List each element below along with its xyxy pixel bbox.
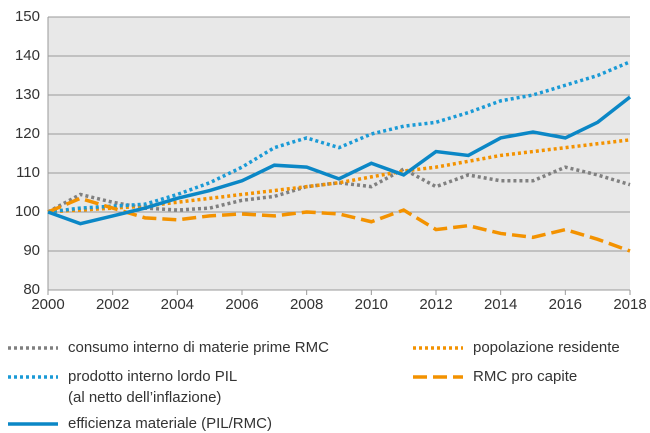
legend-label: prodotto interno lordo PIL (al netto dell… (68, 368, 237, 406)
y-tick-label: 130 (15, 86, 40, 103)
x-tick-label: 2018 (613, 296, 646, 313)
series-line (47, 196, 631, 253)
plot-area (48, 17, 630, 290)
y-tick-label: 110 (16, 164, 40, 181)
y-tick-label: 140 (15, 47, 40, 64)
x-tick-label: 2016 (549, 296, 582, 313)
legend-label-line: prodotto interno lordo PIL (68, 368, 237, 385)
series-line (47, 138, 631, 214)
y-tick-label: 100 (15, 203, 40, 220)
y-tick-label: 80 (23, 281, 40, 298)
y-tick-label: 90 (23, 242, 40, 259)
x-tick-label: 2002 (96, 296, 129, 313)
legend-label-line: (al netto dell’inflazione) (68, 389, 221, 406)
legend-label: efficienza materiale (PIL/RMC) (68, 415, 272, 432)
y-tick-label: 150 (15, 8, 40, 25)
legend-label: popolazione residente (473, 339, 620, 356)
legend-label-line: consumo interno di materie prime RMC (68, 339, 329, 356)
x-tick-label: 2010 (355, 296, 388, 313)
x-tick-label: 2000 (31, 296, 64, 313)
x-tick-label: 2004 (161, 296, 194, 313)
x-tick-label: 2006 (225, 296, 258, 313)
series-line (47, 95, 632, 226)
x-tick-label: 2008 (290, 296, 323, 313)
legend-label: consumo interno di materie prime RMC (68, 339, 329, 356)
legend-label: RMC pro capite (473, 368, 577, 385)
legend-label-line: popolazione residente (473, 339, 620, 356)
x-tick-label: 2014 (484, 296, 517, 313)
legend-label-line: RMC pro capite (473, 368, 577, 385)
x-tick-label: 2012 (419, 296, 452, 313)
legend-label-line: efficienza materiale (PIL/RMC) (68, 415, 272, 432)
y-tick-label: 120 (15, 125, 40, 142)
series-line (47, 60, 631, 214)
